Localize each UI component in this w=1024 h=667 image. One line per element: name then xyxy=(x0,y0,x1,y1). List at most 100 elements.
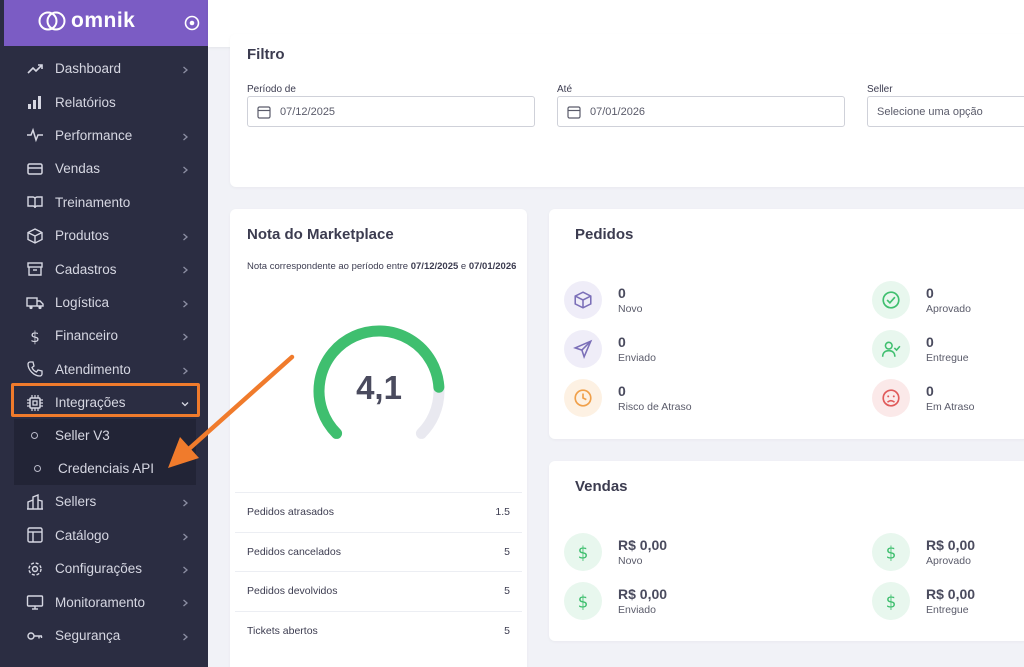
box-icon xyxy=(574,291,592,309)
sidebar-item-integracoes[interactable]: Integrações xyxy=(0,386,208,419)
stat-row-pedidos-devolvidos: Pedidos devolvidos 5 xyxy=(235,571,522,611)
sidebar-item-performance[interactable]: Performance xyxy=(0,119,208,152)
sidebar-item-configuracoes[interactable]: Configurações xyxy=(0,552,208,585)
score-gauge xyxy=(313,325,445,439)
clock-icon xyxy=(574,389,592,407)
venda-metric-entregue: $ R$ 0,00 Entregue xyxy=(872,582,975,620)
sidebar-item-financeiro[interactable]: $ Financeiro xyxy=(0,319,208,352)
period-to-value: 07/01/2026 xyxy=(590,105,646,118)
sidebar-item-vendas[interactable]: Vendas xyxy=(0,152,208,185)
book-icon xyxy=(27,196,43,209)
chevron-right-icon xyxy=(183,333,188,341)
chevron-right-icon xyxy=(183,133,188,141)
sidebar-item-label: Monitoramento xyxy=(55,594,146,610)
sidebar-item-chevron xyxy=(180,263,190,278)
sidebar-item-chevron xyxy=(180,397,190,412)
metric-label: Risco de Atraso xyxy=(618,400,692,413)
sidebar-item-logistica[interactable]: Logística xyxy=(0,286,208,319)
dollar-icon: $ xyxy=(30,328,40,345)
metric-value: 0 xyxy=(618,284,626,301)
dollar-icon: $ xyxy=(578,593,589,611)
stat-label: Pedidos devolvidos xyxy=(247,585,338,598)
metric-value: R$ 0,00 xyxy=(926,585,976,602)
bar-chart-icon xyxy=(28,96,41,110)
calendar-icon xyxy=(567,105,581,119)
chevron-right-icon xyxy=(183,533,188,541)
sidebar-item-cadastros[interactable]: Cadastros xyxy=(0,252,208,285)
building-icon xyxy=(27,493,43,510)
metric-icon-circle: $ xyxy=(872,582,910,620)
submenu-item-credenciais-api[interactable]: Credenciais API xyxy=(14,452,196,485)
seller-label: Seller xyxy=(867,84,893,95)
pedidos-title: Pedidos xyxy=(575,226,634,243)
vendas-title: Vendas xyxy=(575,478,628,495)
chevron-right-icon xyxy=(183,300,188,308)
sidebar-item-chevron xyxy=(180,63,190,78)
submenu-item-seller-v3[interactable]: Seller V3 xyxy=(14,419,196,452)
metric-label: Novo xyxy=(618,554,643,567)
sidebar-toggle-button[interactable] xyxy=(184,15,200,36)
sidebar-item-atendimento[interactable]: Atendimento xyxy=(0,353,208,386)
nota-marketplace-card: Nota do Marketplace Nota correspondente … xyxy=(230,209,527,667)
period-from-label: Período de xyxy=(247,84,296,95)
layout-icon xyxy=(27,527,43,544)
period-to-field[interactable]: 07/01/2026 xyxy=(557,96,845,127)
sidebar-item-chevron xyxy=(180,163,190,178)
metric-label: Aprovado xyxy=(926,302,971,315)
sidebar-item-seguranca[interactable]: Segurança xyxy=(0,619,208,652)
nota-title: Nota do Marketplace xyxy=(247,226,394,243)
sidebar-item-treinamento[interactable]: Treinamento xyxy=(0,186,208,219)
metric-icon-circle: $ xyxy=(564,582,602,620)
metric-label: Enviado xyxy=(618,351,656,364)
metric-label: Novo xyxy=(618,302,643,315)
sidebar-item-catalogo[interactable]: Catálogo xyxy=(0,519,208,552)
metric-value: 0 xyxy=(618,333,626,350)
sidebar-item-produtos[interactable]: Produtos xyxy=(0,219,208,252)
sidebar-item-label: Logística xyxy=(55,294,110,310)
dollar-icon: $ xyxy=(886,544,897,562)
pedido-metric-em-atraso: 0 Em Atraso xyxy=(872,379,974,417)
sidebar-item-label: Integrações xyxy=(55,395,126,411)
pedido-metric-risco-de-atraso: 0 Risco de Atraso xyxy=(564,379,692,417)
nota-date-from: 07/12/2025 xyxy=(410,261,459,272)
vendas-card: Vendas $ R$ 0,00 Novo $ R$ 0,00 Aprovado $ R$ 0… xyxy=(549,461,1024,641)
nota-desc-prefix: Nota correspondente ao período entre xyxy=(247,261,411,272)
dollar-icon: $ xyxy=(886,593,897,611)
omnik-logo[interactable]: omnik xyxy=(37,9,135,33)
sidebar-item-label: Produtos xyxy=(55,228,110,244)
sidebar-item-relatorios[interactable]: Relatórios xyxy=(0,85,208,118)
sidebar-nav: Dashboard Relatórios Performance Vendas Trei… xyxy=(0,52,208,652)
period-to-label: Até xyxy=(557,84,573,95)
chevron-right-icon xyxy=(183,566,188,574)
sidebar-item-dashboard[interactable]: Dashboard xyxy=(0,52,208,85)
monitor-icon xyxy=(26,595,44,610)
chip-icon xyxy=(27,394,43,411)
period-from-field[interactable]: 07/12/2025 xyxy=(247,96,535,127)
stat-label: Tickets abertos xyxy=(247,624,318,637)
stat-value: 1.5 xyxy=(495,506,510,519)
metric-value: 0 xyxy=(926,382,934,399)
sidebar-item-label: Segurança xyxy=(55,628,121,644)
user-check-icon xyxy=(881,341,901,357)
sidebar-item-label: Sellers xyxy=(55,494,97,510)
pedido-metric-aprovado: 0 Aprovado xyxy=(872,281,971,319)
nota-description: Nota correspondente ao período entre 07/… xyxy=(247,259,517,275)
stat-row-pedidos-atrasados: Pedidos atrasados 1.5 xyxy=(235,492,522,532)
seller-select-placeholder: Selecione uma opção xyxy=(877,105,983,118)
sidebar-item-chevron xyxy=(180,330,190,345)
pulse-icon xyxy=(27,128,43,143)
chevron-right-icon xyxy=(183,367,188,375)
chevron-right-icon xyxy=(183,233,188,241)
sidebar-item-monitoramento[interactable]: Monitoramento xyxy=(0,585,208,618)
sidebar-item-chevron xyxy=(180,297,190,312)
score-value: 4,1 xyxy=(356,369,402,406)
check-circle-icon xyxy=(882,291,900,309)
stat-label: Pedidos cancelados xyxy=(247,545,341,558)
circle-icon xyxy=(34,465,41,473)
metric-label: Entregue xyxy=(926,351,969,364)
sidebar-item-chevron xyxy=(180,364,190,379)
integracoes-submenu: Seller V3 Credenciais API xyxy=(14,419,196,486)
sidebar-item-sellers[interactable]: Sellers xyxy=(0,485,208,518)
stat-row-pedidos-cancelados: Pedidos cancelados 5 xyxy=(235,531,522,572)
seller-select[interactable]: Selecione uma opção xyxy=(867,96,1024,127)
